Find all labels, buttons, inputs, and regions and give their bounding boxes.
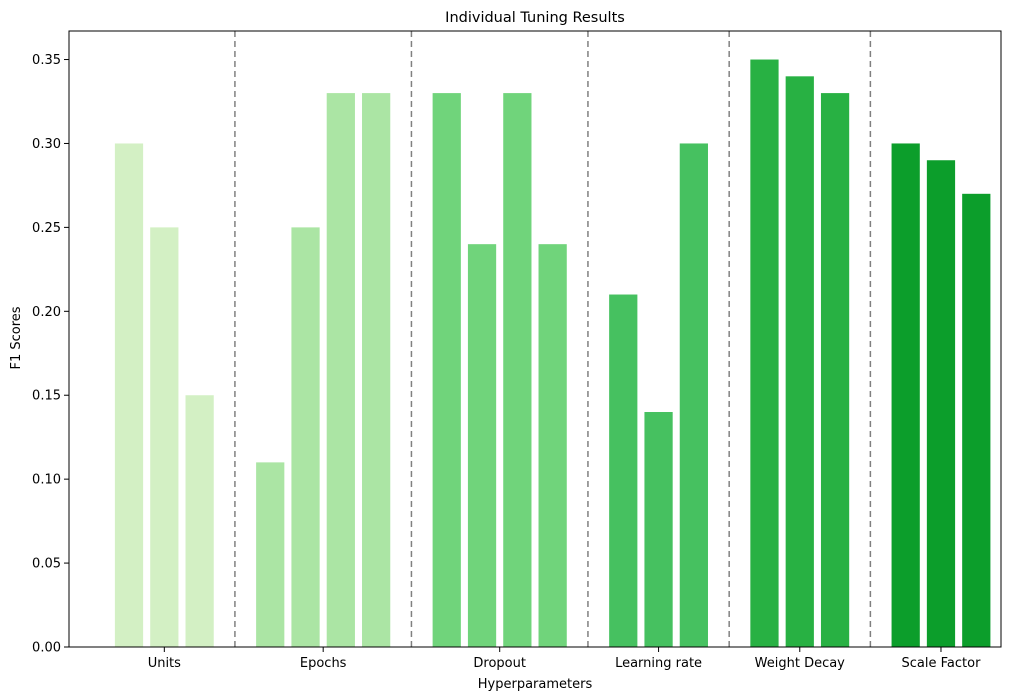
bar <box>679 143 708 647</box>
x-tick-label: Learning rate <box>615 656 702 671</box>
y-tick-label: 0.00 <box>32 641 61 656</box>
y-tick-label: 0.15 <box>32 389 61 404</box>
bar <box>891 143 920 647</box>
bar <box>503 93 532 648</box>
y-tick-label: 0.35 <box>32 53 61 68</box>
x-tick-label: Scale Factor <box>902 656 982 671</box>
bar <box>785 76 814 647</box>
bar <box>256 462 285 647</box>
bar <box>114 143 144 647</box>
group-separators <box>234 31 872 647</box>
y-tick-label: 0.05 <box>32 557 61 572</box>
bar <box>820 93 850 648</box>
y-axis-label: F1 Scores <box>9 306 24 369</box>
x-axis-label: Hyperparameters <box>478 677 593 692</box>
x-tick-label: Units <box>148 656 181 671</box>
bar <box>926 160 956 648</box>
bar <box>362 93 391 648</box>
bars-layer <box>114 59 991 648</box>
y-tick-label: 0.10 <box>32 473 61 488</box>
bar <box>185 395 214 647</box>
bar <box>467 244 497 648</box>
bar <box>291 227 320 647</box>
bar <box>432 93 461 648</box>
x-tick-label: Dropout <box>473 656 526 671</box>
bar <box>150 227 179 647</box>
y-tick-label: 0.30 <box>32 137 61 152</box>
x-tick-label: Weight Decay <box>755 656 846 671</box>
bar <box>538 244 567 648</box>
plot-frame <box>68 30 1002 648</box>
y-tick-label: 0.20 <box>32 305 61 320</box>
bar <box>609 294 638 647</box>
bar <box>644 412 673 647</box>
x-axis: Units Epochs Dropout Learning rate Weight De… <box>148 647 981 671</box>
y-tick-label: 0.25 <box>32 221 61 236</box>
y-axis: 0.00 0.05 0.10 0.15 0.20 0.25 0.30 0.35 <box>32 53 69 656</box>
chart-title: Individual Tuning Results <box>445 10 625 26</box>
bar <box>326 93 355 648</box>
bar <box>962 193 991 647</box>
x-tick-label: Epochs <box>300 656 347 671</box>
bar <box>750 59 779 647</box>
